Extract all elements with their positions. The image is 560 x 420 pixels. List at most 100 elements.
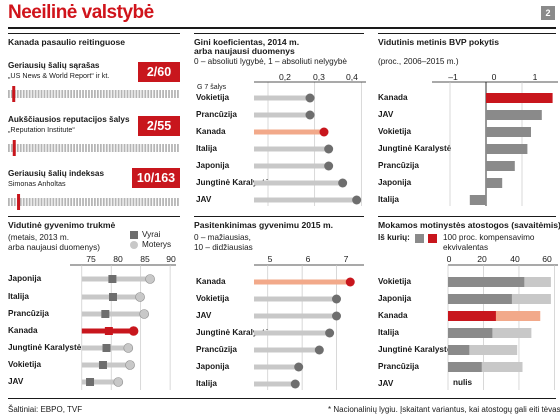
ranking-stripe	[165, 144, 167, 152]
leave-country-label: Prancūzija	[378, 362, 419, 371]
life-bar	[81, 379, 91, 385]
ranking-stripe	[126, 198, 129, 206]
ranking-stripe	[96, 198, 99, 206]
ranking-stripe	[25, 144, 28, 152]
leave-country-label: Japonija	[378, 294, 412, 303]
ranking-stripe	[135, 198, 138, 206]
ranking-1-title: Geriausių šalių sąrašas	[8, 61, 100, 70]
life-country-label: JAV	[8, 377, 24, 386]
ranking-stripe	[129, 144, 132, 152]
ranking-stripe	[10, 144, 13, 152]
ranking-stripe	[114, 90, 117, 98]
life-range	[102, 362, 131, 368]
ranking-stripe	[13, 198, 16, 206]
gdp-country-label: Japonija	[378, 178, 412, 187]
ranking-stripe	[34, 144, 37, 152]
life-title: Vidutinė gyvenimo trukmė	[8, 220, 116, 230]
ranking-stripe	[79, 198, 81, 206]
ranking-stripe	[55, 90, 58, 98]
ranking-stripe	[132, 144, 135, 152]
ranking-stripe	[171, 144, 173, 152]
leave-legend-gray-swatch	[415, 234, 424, 243]
gdp-subtitle: (proc., 2006–2015 m.)	[378, 57, 459, 66]
rankings-rule	[8, 33, 180, 34]
ranking-stripe	[126, 144, 129, 152]
gini-subtitle2: 0 – absoliuti lygybė, 1 – absoliuti nely…	[194, 57, 347, 66]
ranking-stripe	[19, 198, 22, 206]
leave-country-label: Italija	[378, 328, 399, 337]
page-number-badge: 2	[541, 6, 555, 20]
ranking-stripe	[73, 144, 76, 152]
life-country-label: Japonija	[8, 274, 42, 283]
ranking-stripe	[156, 198, 159, 206]
ranking-stripe	[28, 144, 31, 152]
ranking-stripe	[28, 90, 31, 98]
ranking-stripe	[34, 90, 37, 98]
ranking-stripe	[150, 90, 153, 98]
ranking-stripe	[49, 198, 52, 206]
ranking-stripe	[141, 144, 144, 152]
ranking-marker	[17, 194, 21, 210]
header: Neeilinė valstybė 2	[0, 0, 560, 30]
legend-men-swatch	[130, 231, 138, 239]
ranking-stripe	[52, 90, 55, 98]
ranking-stripe	[96, 90, 99, 98]
life-rule	[8, 216, 180, 217]
ranking-stripe	[177, 198, 179, 206]
satisfaction-bar	[254, 296, 337, 302]
ranking-stripe	[85, 198, 87, 206]
satisfaction-subtitle2: 10 – didžiausias	[194, 243, 253, 252]
footer-rule	[8, 398, 556, 399]
leave-country-label: JAV	[378, 379, 394, 388]
ranking-stripe	[117, 144, 120, 152]
ranking-stripe	[165, 198, 167, 206]
ranking-stripe	[177, 90, 179, 98]
leave-title: Mokamos motinystės atostogos (savaitėmis…	[378, 220, 560, 230]
gini-country-label: Jungtinė Karalystė	[196, 178, 270, 187]
ranking-stripe	[168, 90, 170, 98]
life-men-marker	[101, 310, 110, 318]
ranking-stripe	[108, 90, 111, 98]
ranking-stripe	[46, 144, 49, 152]
gini-country-label: Kanada	[196, 127, 226, 136]
gini-bar	[254, 180, 343, 186]
ranking-stripe	[153, 90, 156, 98]
ranking-stripe	[138, 198, 141, 206]
ranking-stripe	[88, 198, 90, 206]
gini-rule	[194, 33, 364, 34]
ranking-stripe	[40, 198, 43, 206]
ranking-stripe	[102, 90, 105, 98]
ranking-stripe	[105, 90, 108, 98]
life-country-label: Jungtinė Karalystė	[8, 343, 82, 352]
ranking-stripe	[64, 198, 67, 206]
gini-country-label: Japonija	[196, 161, 230, 170]
ranking-stripe	[96, 144, 99, 152]
gini-bar	[254, 163, 329, 169]
satisfaction-country-label: Vokietija	[196, 294, 230, 303]
ranking-stripe	[61, 144, 64, 152]
ranking-stripe	[37, 90, 40, 98]
ranking-stripe	[94, 90, 96, 98]
ranking-stripe	[31, 144, 34, 152]
ranking-stripe	[120, 90, 123, 98]
ranking-stripe	[79, 90, 81, 98]
satisfaction-country-label: Prancūzija	[196, 345, 237, 354]
gini-dot	[305, 93, 315, 103]
ranking-stripe	[156, 144, 159, 152]
ranking-stripe	[16, 90, 19, 98]
legend-men-label: Vyrai	[142, 230, 161, 239]
satisfaction-bar	[254, 381, 296, 387]
gini-dot	[352, 195, 362, 205]
leave-total-bar	[448, 345, 518, 355]
satisfaction-dot	[314, 345, 324, 355]
ranking-stripe	[8, 90, 10, 98]
life-country-label: Italija	[8, 292, 29, 301]
leave-full-bar	[448, 294, 512, 304]
life-subtitle2: arba naujausi duomenys)	[8, 243, 100, 252]
legend-women-label: Moterys	[142, 240, 172, 249]
ranking-stripe	[61, 90, 64, 98]
gdp-bar	[469, 195, 486, 205]
ranking-stripe	[67, 90, 70, 98]
life-women-marker	[135, 292, 145, 302]
